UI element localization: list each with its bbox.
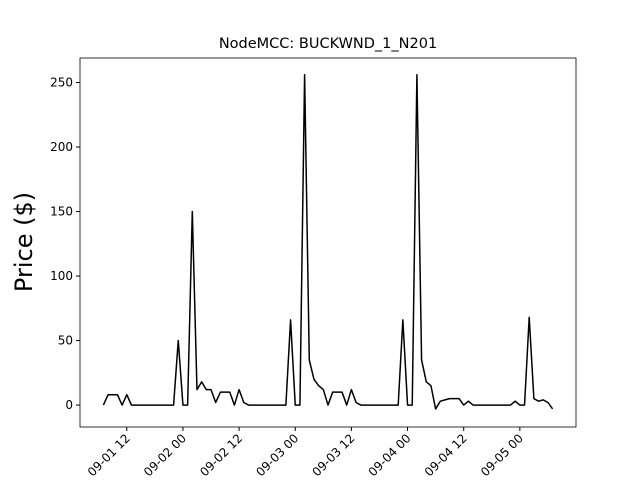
- plot-frame: [79, 57, 577, 428]
- y-axis-label: Price ($): [10, 192, 38, 292]
- data-line: [102, 74, 554, 410]
- y-tick-label: 50: [58, 334, 73, 348]
- y-tick-label: 0: [65, 398, 73, 412]
- y-tick-label: 100: [50, 269, 73, 283]
- y-tick-label: 200: [50, 140, 73, 154]
- y-tick-label: 150: [50, 205, 73, 219]
- chart-title: NodeMCC: BUCKWND_1_N201: [219, 36, 437, 52]
- y-tick-label: 250: [50, 76, 73, 90]
